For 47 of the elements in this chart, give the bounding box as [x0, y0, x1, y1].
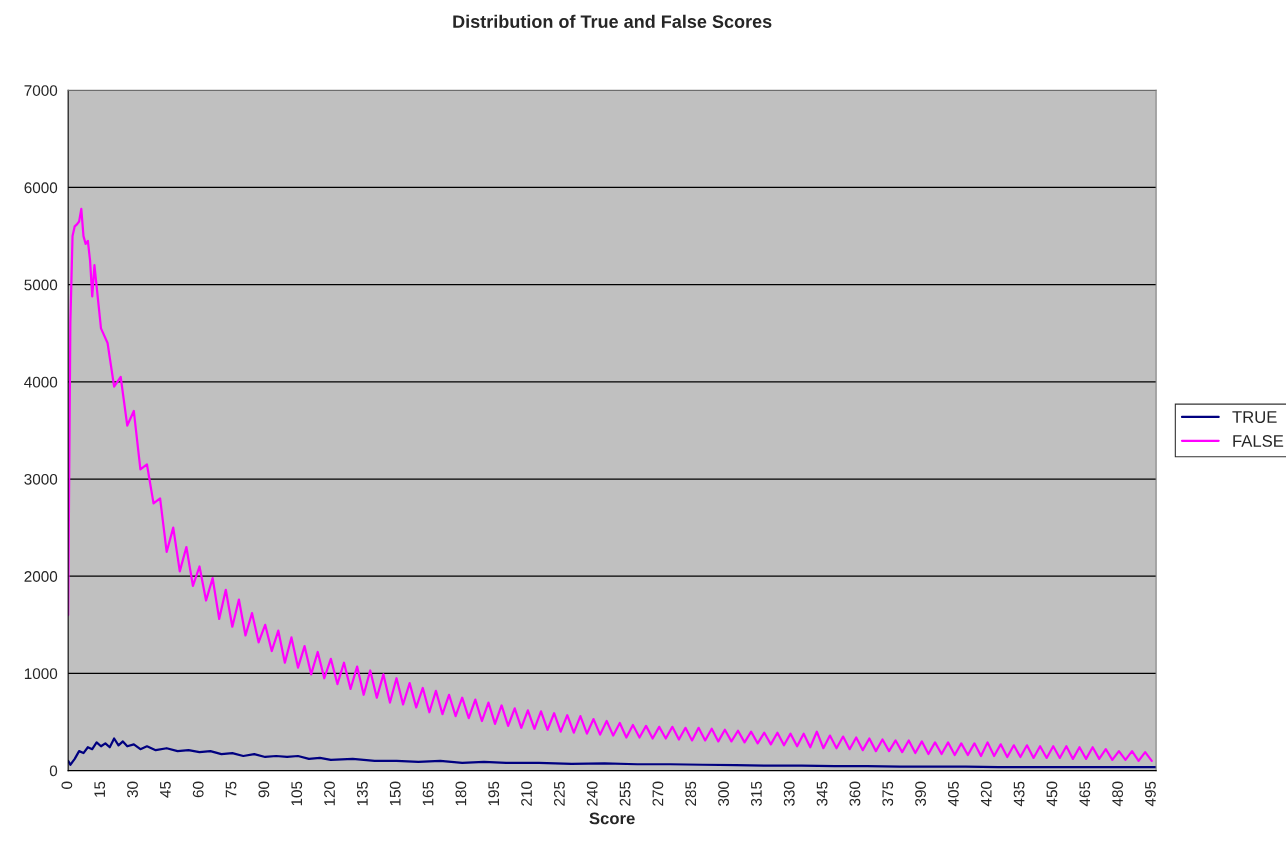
- x-tick-label: 120: [324, 781, 335, 806]
- x-tick-label: 180: [455, 781, 467, 806]
- x-tick-label: 270: [652, 781, 664, 806]
- x-tick-label: 210: [521, 781, 532, 806]
- x-tick-label: 435: [1013, 781, 1025, 807]
- x-tick-label: 450: [1046, 781, 1058, 807]
- x-tick-label: 105: [291, 781, 303, 806]
- x-tick-label: 300: [718, 781, 729, 806]
- x-tick-label: 195: [488, 781, 500, 806]
- y-tick-label: 6000: [24, 182, 58, 194]
- y-tick-label: 0: [49, 765, 58, 777]
- line-series: [68, 207, 1153, 762]
- y-tick-label: 5000: [24, 279, 58, 291]
- x-tick-label: 0: [61, 781, 73, 789]
- x-tick-label: 420: [980, 781, 992, 807]
- x-tick-label: 60: [192, 781, 204, 798]
- x-tick-label: 240: [586, 781, 598, 806]
- legend-label: TRUE: [1232, 411, 1277, 423]
- x-tick-label: 135: [356, 781, 368, 806]
- x-tick-label: 150: [389, 781, 401, 806]
- x-tick-label: 480: [1112, 781, 1123, 807]
- y-tick-label: 3000: [24, 473, 58, 485]
- x-tick-label: 315: [750, 781, 762, 806]
- x-tick-label: 330: [783, 781, 795, 806]
- x-tick-label: 405: [948, 781, 959, 807]
- x-axis-title: Score: [589, 812, 635, 825]
- x-tick-label: 165: [422, 781, 434, 806]
- x-tick-label: 465: [1079, 781, 1091, 807]
- x-tick-label: 375: [882, 781, 894, 806]
- x-tick-label: 30: [127, 781, 138, 798]
- x-tick-label: 225: [553, 781, 565, 806]
- y-tick-label: 1000: [24, 668, 58, 680]
- x-tick-label: 15: [94, 781, 106, 797]
- x-tick-label: 360: [849, 781, 861, 806]
- y-tick-label: 4000: [24, 376, 58, 388]
- x-tick-label: 495: [1145, 781, 1156, 807]
- y-tick-label: 2000: [24, 571, 58, 582]
- y-tick-label: 7000: [24, 85, 58, 96]
- legend-label: FALSE: [1233, 435, 1284, 447]
- x-tick-label: 90: [258, 781, 270, 798]
- x-tick-label: 345: [816, 781, 828, 806]
- x-tick-label: 390: [915, 781, 926, 806]
- x-tick-label: 75: [225, 781, 237, 798]
- chart-title: Distribution of True and False Scores: [453, 14, 772, 28]
- x-tick-label: 285: [685, 781, 697, 806]
- x-tick-label: 45: [160, 781, 171, 798]
- x-tick-label: 255: [619, 781, 631, 806]
